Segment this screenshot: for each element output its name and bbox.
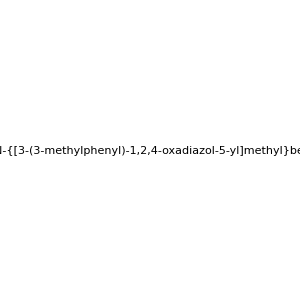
Text: 3-iodo-N-{[3-(3-methylphenyl)-1,2,4-oxadiazol-5-yl]methyl}benzamide: 3-iodo-N-{[3-(3-methylphenyl)-1,2,4-oxad…	[0, 146, 300, 157]
